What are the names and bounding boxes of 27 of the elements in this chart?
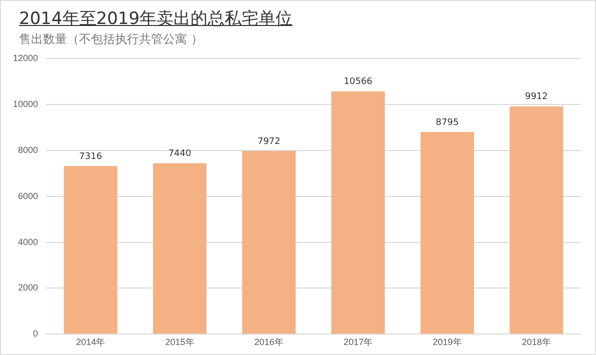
bar <box>64 166 118 334</box>
data-label: 7972 <box>257 136 280 147</box>
bar <box>331 91 385 334</box>
y-tick-label: 2000 <box>18 282 38 293</box>
bar <box>153 163 207 334</box>
data-label: 10566 <box>344 77 373 88</box>
bar <box>242 150 296 334</box>
y-tick-label: 10000 <box>12 98 38 109</box>
x-tick-label: 2017年 <box>344 337 373 348</box>
data-label: 9912 <box>524 92 548 102</box>
y-tick-label: 8000 <box>18 144 38 155</box>
x-tick-label: 2018年 <box>522 337 551 348</box>
y-tick-label: 6000 <box>18 190 38 201</box>
chart-title: 2014年至2019年卖出的总私宅单位 <box>19 8 293 30</box>
data-label: 7440 <box>168 149 192 160</box>
chart-subtitle: 售出数量（不包括执行共管公寓 ） <box>19 31 203 48</box>
data-label: 8795 <box>436 118 459 128</box>
data-label: 7316 <box>79 152 102 162</box>
y-tick-label: 0 <box>33 328 38 339</box>
bar <box>420 132 474 334</box>
bar <box>510 106 564 334</box>
x-tick-label: 2014年 <box>76 337 106 348</box>
x-tick-label: 2019年 <box>432 337 462 348</box>
x-tick-label: 2015年 <box>165 337 194 348</box>
y-tick-label: 4000 <box>18 236 38 247</box>
y-tick-label: 12000 <box>12 52 38 63</box>
x-tick-label: 2016年 <box>254 337 284 348</box>
